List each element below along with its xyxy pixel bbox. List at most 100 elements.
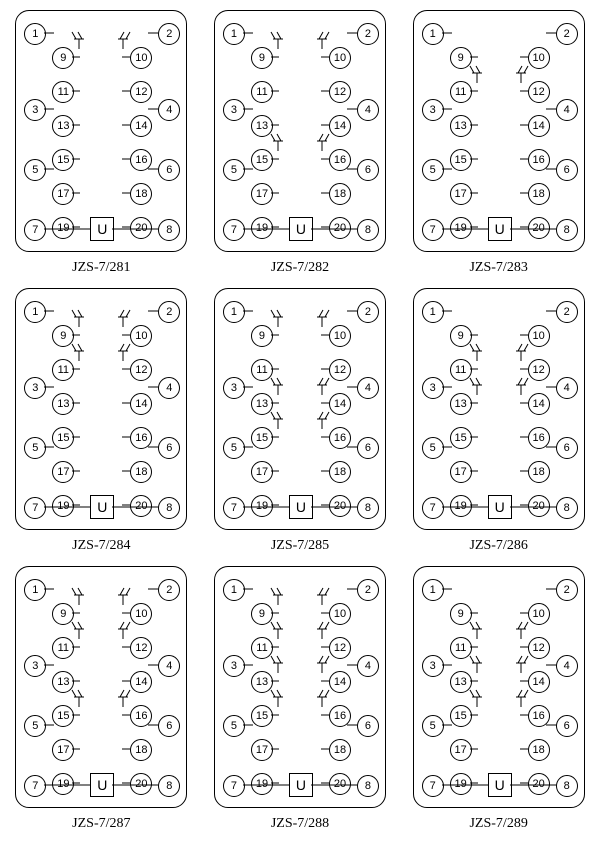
pin-4: 4 (556, 99, 578, 121)
wiring (215, 289, 385, 529)
pin-15: 15 (450, 149, 472, 171)
pin-12: 12 (329, 637, 351, 659)
pin-2: 2 (357, 579, 379, 601)
u-box: U (90, 495, 114, 519)
wiring (16, 289, 186, 529)
pin-2: 2 (158, 23, 180, 45)
pin-18: 18 (329, 739, 351, 761)
pin-1: 1 (24, 301, 46, 323)
pin-8: 8 (357, 775, 379, 797)
pin-10: 10 (329, 325, 351, 347)
pin-12: 12 (528, 359, 550, 381)
pin-17: 17 (52, 739, 74, 761)
pin-2: 2 (357, 23, 379, 45)
pin-10: 10 (130, 603, 152, 625)
diagram-label: JZS-7/283 (469, 260, 527, 276)
pin-3: 3 (223, 377, 245, 399)
pin-11: 11 (52, 81, 74, 103)
pin-8: 8 (357, 219, 379, 241)
pin-19: 19 (450, 217, 472, 239)
diagram-label: JZS-7/285 (271, 538, 329, 554)
pin-20: 20 (329, 773, 351, 795)
wiring (215, 11, 385, 251)
diagram-cell: 1357246891113151719101214161820UJZS-7/28… (10, 566, 193, 832)
pin-9: 9 (450, 47, 472, 69)
pin-5: 5 (223, 715, 245, 737)
pin-19: 19 (52, 217, 74, 239)
pin-7: 7 (422, 497, 444, 519)
pin-7: 7 (24, 497, 46, 519)
u-box: U (488, 495, 512, 519)
pin-3: 3 (24, 655, 46, 677)
pin-1: 1 (24, 579, 46, 601)
pin-11: 11 (450, 637, 472, 659)
wiring (16, 567, 186, 807)
diagram-label: JZS-7/282 (271, 260, 329, 276)
pin-13: 13 (52, 393, 74, 415)
pin-20: 20 (528, 217, 550, 239)
wiring (16, 11, 186, 251)
pin-14: 14 (130, 671, 152, 693)
pin-1: 1 (223, 579, 245, 601)
pin-12: 12 (528, 81, 550, 103)
pin-16: 16 (528, 427, 550, 449)
pin-17: 17 (52, 183, 74, 205)
pin-14: 14 (329, 393, 351, 415)
pin-10: 10 (130, 325, 152, 347)
pin-3: 3 (422, 99, 444, 121)
pin-10: 10 (130, 47, 152, 69)
pin-4: 4 (357, 377, 379, 399)
pin-20: 20 (130, 773, 152, 795)
pin-9: 9 (450, 603, 472, 625)
pin-20: 20 (329, 217, 351, 239)
pin-10: 10 (528, 47, 550, 69)
pin-15: 15 (251, 427, 273, 449)
pin-13: 13 (251, 393, 273, 415)
diagram-label: JZS-7/288 (271, 816, 329, 832)
pin-3: 3 (24, 99, 46, 121)
pin-5: 5 (223, 159, 245, 181)
pin-12: 12 (329, 81, 351, 103)
pin-17: 17 (450, 739, 472, 761)
pin-19: 19 (52, 495, 74, 517)
pin-13: 13 (52, 671, 74, 693)
pin-5: 5 (24, 715, 46, 737)
pin-16: 16 (528, 149, 550, 171)
pin-18: 18 (130, 183, 152, 205)
pin-9: 9 (251, 47, 273, 69)
pin-2: 2 (158, 301, 180, 323)
pin-16: 16 (528, 705, 550, 727)
pin-12: 12 (130, 637, 152, 659)
pin-1: 1 (223, 23, 245, 45)
pin-18: 18 (130, 739, 152, 761)
pin-17: 17 (251, 739, 273, 761)
pin-6: 6 (158, 159, 180, 181)
pin-18: 18 (528, 461, 550, 483)
pin-5: 5 (223, 437, 245, 459)
relay-panel: 1357246891113151719101214161820U (214, 10, 386, 252)
relay-panel: 1357246891113151719101214161820U (15, 10, 187, 252)
pin-20: 20 (528, 495, 550, 517)
diagram-grid: 1357246891113151719101214161820UJZS-7/28… (10, 10, 590, 832)
wiring (414, 289, 584, 529)
diagram-cell: 1357246891113151719101214161820UJZS-7/28… (407, 566, 590, 832)
pin-20: 20 (130, 495, 152, 517)
pin-8: 8 (556, 775, 578, 797)
u-box: U (289, 217, 313, 241)
pin-9: 9 (52, 47, 74, 69)
pin-6: 6 (357, 159, 379, 181)
pin-4: 4 (158, 377, 180, 399)
pin-14: 14 (329, 671, 351, 693)
pin-18: 18 (130, 461, 152, 483)
pin-9: 9 (52, 325, 74, 347)
pin-8: 8 (556, 497, 578, 519)
pin-20: 20 (329, 495, 351, 517)
diagram-cell: 1357246891113151719101214161820UJZS-7/28… (10, 288, 193, 554)
pin-13: 13 (450, 115, 472, 137)
pin-13: 13 (251, 115, 273, 137)
pin-3: 3 (223, 99, 245, 121)
pin-10: 10 (528, 603, 550, 625)
pin-4: 4 (357, 99, 379, 121)
pin-18: 18 (329, 183, 351, 205)
diagram-cell: 1357246891113151719101214161820UJZS-7/28… (407, 288, 590, 554)
